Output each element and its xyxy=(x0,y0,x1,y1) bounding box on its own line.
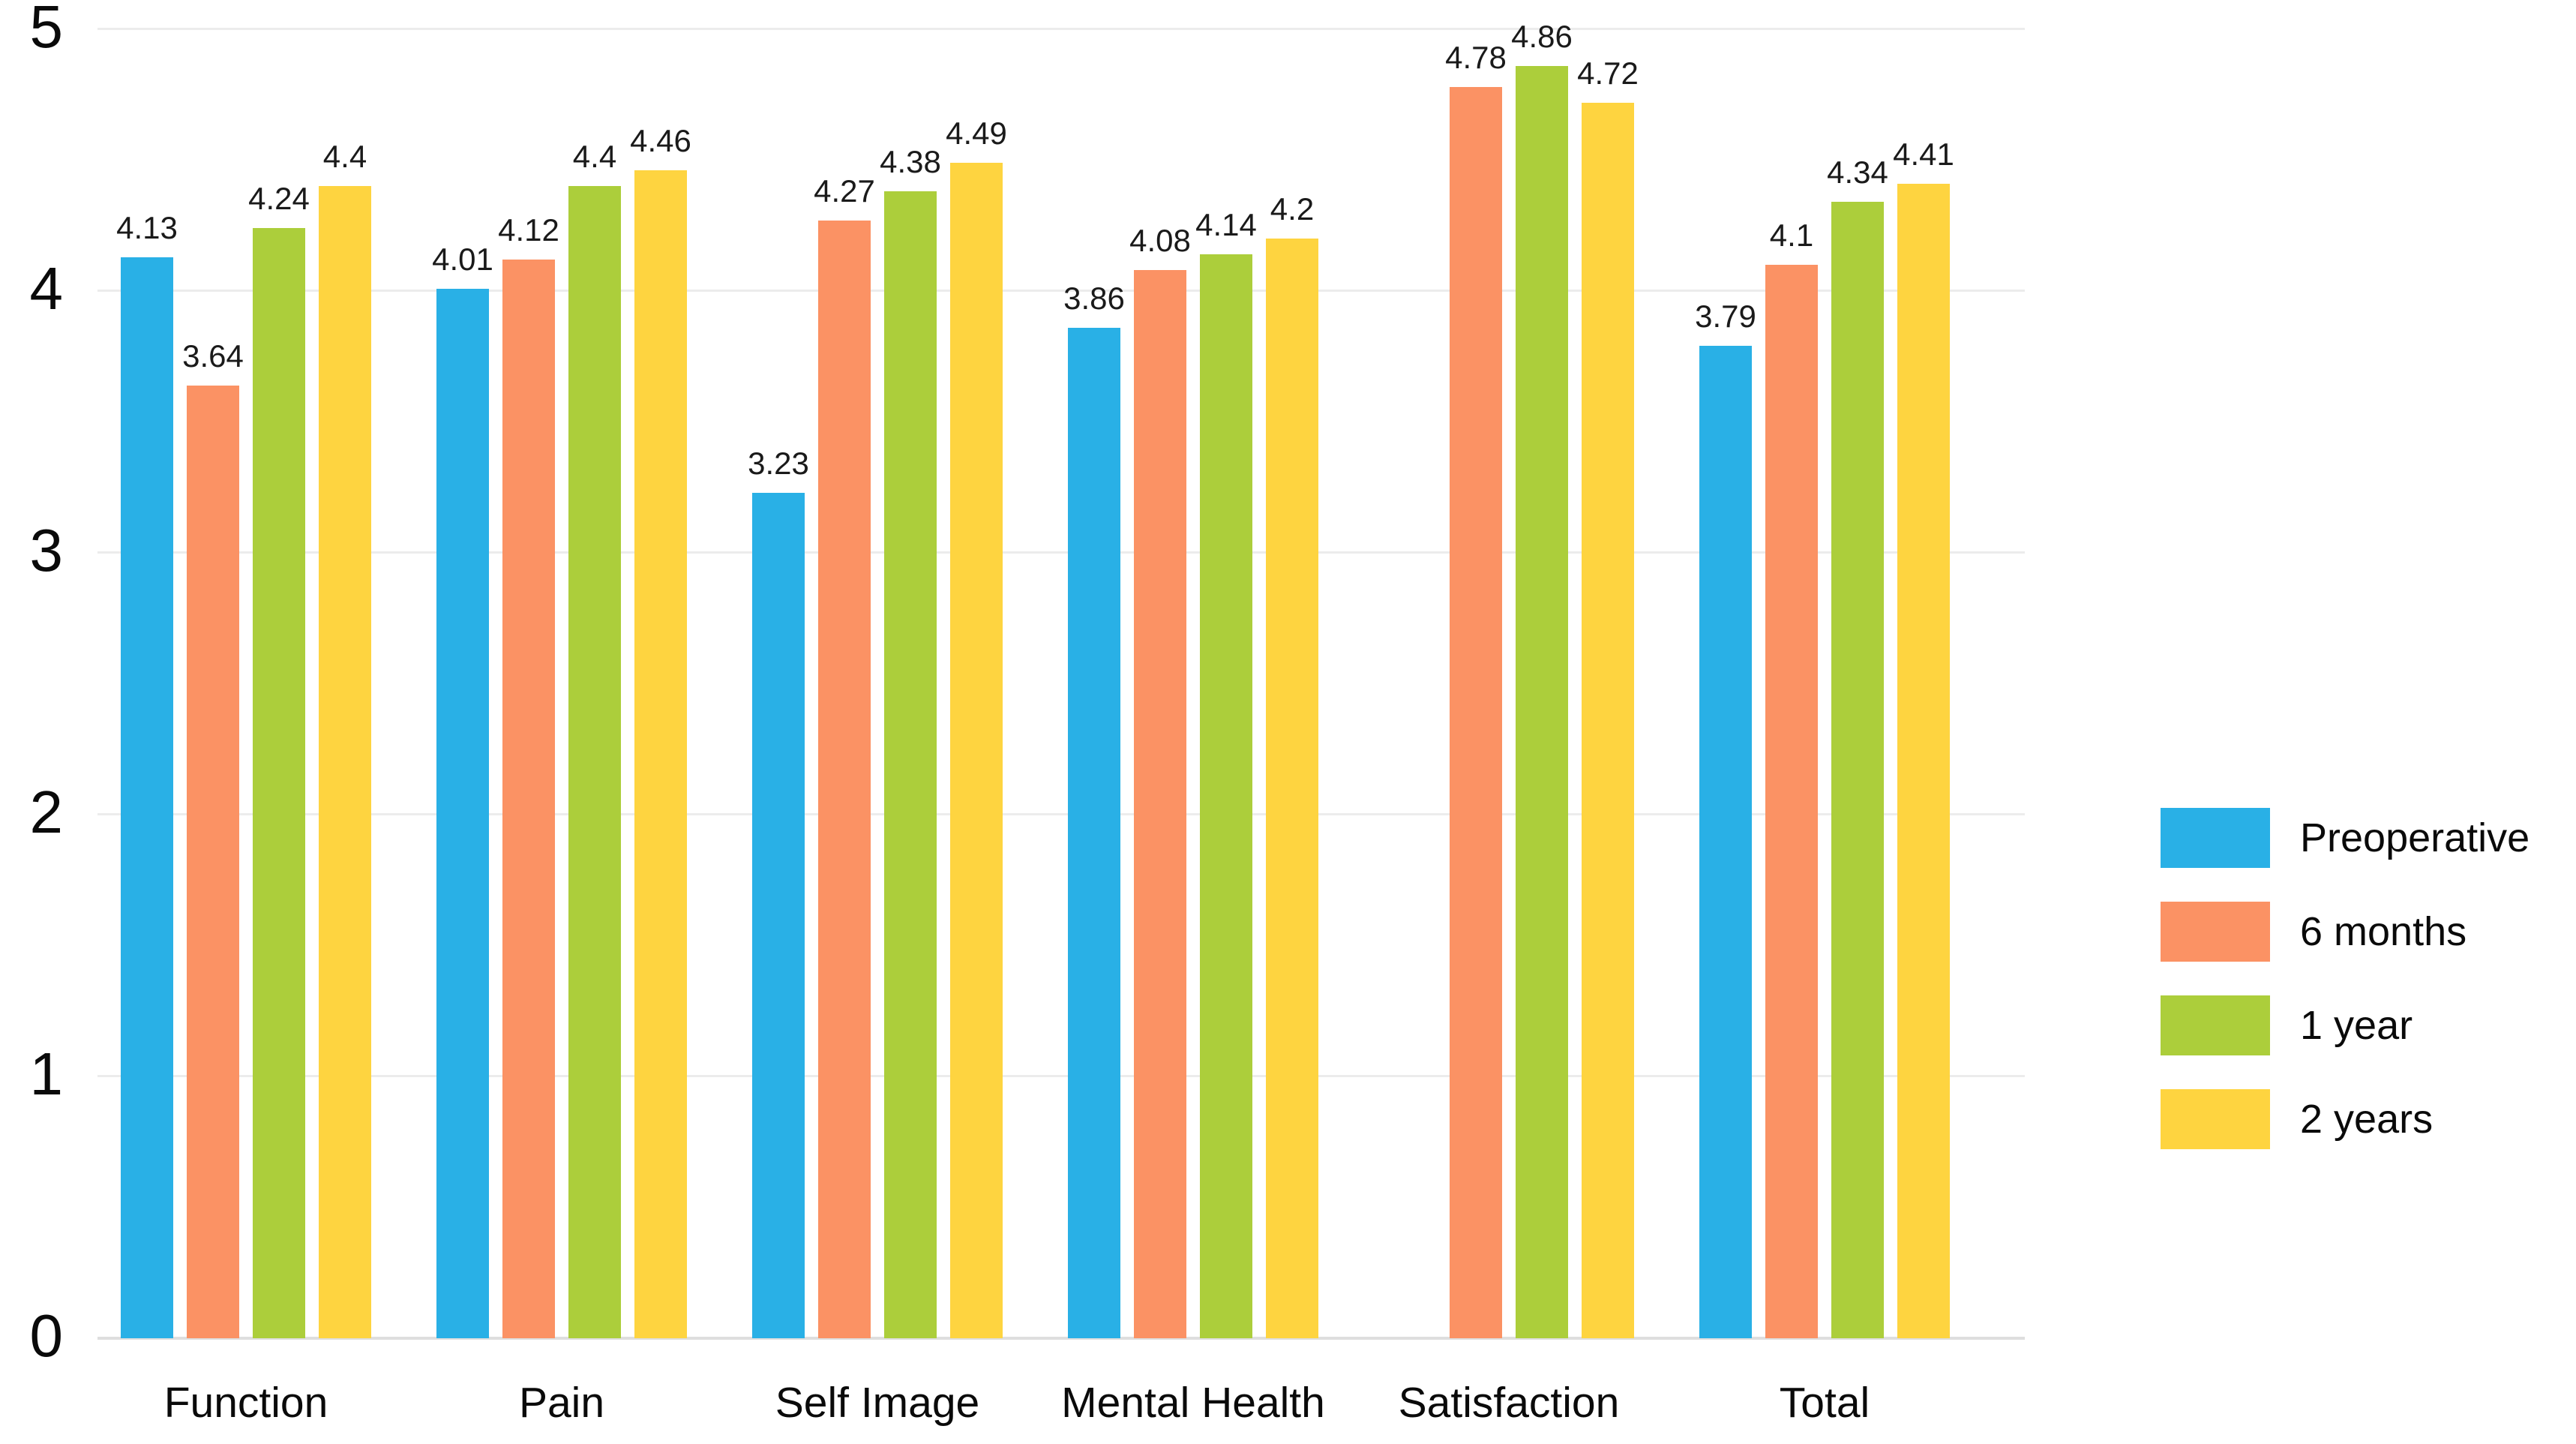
category-label: Pain xyxy=(518,1379,605,1427)
bar-value-label: 4.72 xyxy=(1577,55,1639,91)
gridline xyxy=(97,813,2025,815)
bar-value-label: 4.14 xyxy=(1195,207,1257,243)
category-group: 4.78 4.86 4.72 xyxy=(1384,20,1639,1338)
gridline xyxy=(97,28,2025,30)
y-axis: 0 1 2 3 4 5 xyxy=(0,0,66,1444)
bar xyxy=(121,257,173,1338)
bar xyxy=(568,186,621,1338)
bar-value-label: 4.38 xyxy=(880,144,941,180)
legend-item: 6 months xyxy=(2161,902,2530,962)
bar xyxy=(950,163,1003,1338)
bar-value-label: 3.79 xyxy=(1695,299,1756,335)
bar-value-label: 4.46 xyxy=(630,123,691,159)
bar xyxy=(1699,346,1752,1338)
y-axis-tick-label: 4 xyxy=(29,254,64,322)
bar xyxy=(752,492,805,1338)
bar xyxy=(1200,254,1252,1338)
bar xyxy=(436,288,489,1338)
legend-swatch xyxy=(2161,1089,2270,1149)
bar-value-label: 4.49 xyxy=(946,116,1007,151)
bar-value-label: 4.08 xyxy=(1129,223,1191,259)
category-label: Mental Health xyxy=(1061,1379,1325,1427)
bar-value-label: 4.34 xyxy=(1827,155,1888,191)
bar-value-label: 4.01 xyxy=(432,241,493,277)
bar xyxy=(187,385,239,1338)
bar xyxy=(1516,65,1568,1338)
legend-label: 6 months xyxy=(2300,909,2467,954)
category-group: 3.23 4.27 4.38 4.49 xyxy=(748,29,1007,1338)
bar xyxy=(1831,202,1884,1338)
category-group: 4.01 4.12 4.4 4.46 xyxy=(432,29,691,1338)
bar-value-label: 3.86 xyxy=(1063,280,1125,316)
bar-value-label: 4.78 xyxy=(1445,39,1507,75)
category-label: Self Image xyxy=(775,1379,980,1427)
y-axis-tick-label: 1 xyxy=(29,1040,64,1107)
bar xyxy=(502,260,555,1338)
bar-value-label: 4.4 xyxy=(322,139,367,175)
category-label: Function xyxy=(163,1379,328,1427)
bar-value-label: 4.27 xyxy=(814,173,875,209)
bar xyxy=(818,220,871,1338)
y-axis-tick-label: 3 xyxy=(29,516,64,584)
category-group: 3.79 4.1 4.34 4.41 xyxy=(1695,29,1954,1338)
category-label: Total xyxy=(1779,1379,1870,1427)
y-axis-tick-label: 0 xyxy=(29,1301,64,1369)
legend-label: 1 year xyxy=(2300,1003,2413,1048)
bar xyxy=(253,228,305,1338)
y-axis-tick-label: 5 xyxy=(29,0,64,60)
category-group: 4.13 3.64 4.24 4.4 xyxy=(116,29,371,1338)
bar xyxy=(634,170,687,1338)
gridline xyxy=(97,551,2025,554)
gridline xyxy=(97,290,2025,292)
bar-value-label: 4.86 xyxy=(1511,18,1573,54)
legend-item: 1 year xyxy=(2161,995,2530,1055)
bar-value-label: 3.64 xyxy=(182,338,244,374)
legend-item: 2 years xyxy=(2161,1089,2530,1149)
legend-swatch xyxy=(2161,995,2270,1055)
bar-value-label: 4.2 xyxy=(1270,191,1315,227)
legend-label: 2 years xyxy=(2300,1097,2434,1142)
bar xyxy=(1582,102,1634,1338)
legend: Preoperative 6 months 1 year 2 years xyxy=(2161,808,2530,1149)
legend-swatch xyxy=(2161,902,2270,962)
bar-value-label: 4.41 xyxy=(1893,136,1954,172)
legend-swatch xyxy=(2161,808,2270,868)
bar xyxy=(1450,86,1502,1338)
legend-item: Preoperative xyxy=(2161,808,2530,868)
bar-value-label: 4.1 xyxy=(1769,218,1814,254)
legend-label: Preoperative xyxy=(2300,815,2530,860)
bar xyxy=(1134,270,1186,1338)
plot-area: 4.13 3.64 4.24 4.4 4.01 4.12 4.4 4.46 3.23 4.27 4.… xyxy=(97,20,2025,1340)
bar-value-label: 4.24 xyxy=(248,181,310,217)
bar xyxy=(319,186,371,1338)
bar xyxy=(1765,265,1818,1338)
x-axis-baseline xyxy=(97,1337,2025,1340)
bar xyxy=(884,191,937,1338)
bar xyxy=(1068,327,1120,1338)
bar xyxy=(1266,239,1318,1338)
bar-value-label: 4.13 xyxy=(116,209,178,245)
bar-value-label: 3.23 xyxy=(748,445,809,481)
bar-value-label: 4.12 xyxy=(498,212,559,248)
category-label: Satisfaction xyxy=(1398,1379,1620,1427)
bar xyxy=(1897,183,1950,1338)
y-axis-tick-label: 2 xyxy=(29,778,64,845)
bar-value-label: 4.4 xyxy=(572,139,617,175)
category-group: 3.86 4.08 4.14 4.2 xyxy=(1063,29,1318,1338)
gridline xyxy=(97,1075,2025,1077)
